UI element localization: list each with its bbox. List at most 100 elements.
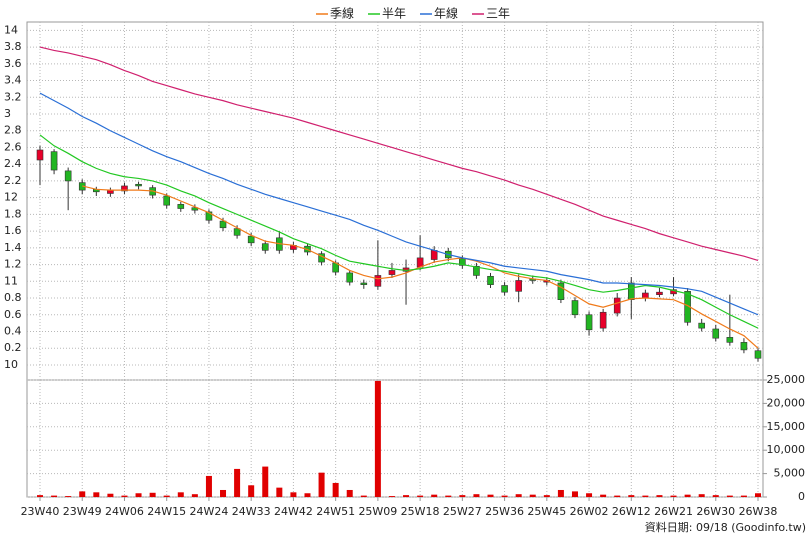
volume-bar <box>149 492 156 497</box>
volume-bar <box>37 495 43 497</box>
candle-body <box>135 183 142 187</box>
candle-body <box>205 211 213 221</box>
volume-bar <box>135 493 142 497</box>
candle-body <box>585 314 593 331</box>
volume-bar <box>614 495 621 497</box>
x-tick-label: 26W21 <box>654 505 693 518</box>
candle-body <box>698 322 705 329</box>
volume-bar <box>445 495 452 497</box>
x-tick-label: 26W30 <box>696 505 735 518</box>
volume-bar <box>220 489 227 497</box>
y-tick-label: 0.6 <box>4 308 22 321</box>
volume-bar <box>459 495 466 497</box>
volume-bar <box>642 495 649 497</box>
y-tick-label: 12 <box>4 191 18 204</box>
y-tick-label: 10 <box>4 358 18 371</box>
y-tick-label: 1.4 <box>4 241 22 254</box>
legend-label: 三年 <box>486 7 510 21</box>
volume-tick-label: 25,000 <box>767 373 806 386</box>
candle-body <box>177 204 185 209</box>
candle-body <box>346 272 354 283</box>
legend-label: 半年 <box>382 7 406 21</box>
volume-bar <box>276 487 283 497</box>
volume-bar <box>234 468 241 497</box>
volume-bar <box>248 485 255 497</box>
candle-body <box>557 282 565 301</box>
volume-bar <box>332 482 339 497</box>
candle-body <box>36 149 44 161</box>
y-tick-label: 1.8 <box>4 207 22 220</box>
candle-body <box>388 270 396 275</box>
volume-bar <box>571 491 578 497</box>
y-tick-label: 1.2 <box>4 258 22 271</box>
candle-body <box>459 258 466 266</box>
y-tick-label: 3 <box>4 107 11 120</box>
candle-body <box>613 297 621 314</box>
x-tick-label: 26W12 <box>612 505 651 518</box>
volume-bar <box>586 493 593 497</box>
legend-label: 季線 <box>330 6 354 21</box>
x-tick-label: 24W42 <box>274 505 313 518</box>
volume-tick-label: 5,000 <box>774 467 806 480</box>
volume-bar <box>698 494 705 497</box>
candle-body <box>219 220 227 229</box>
y-tick-label: 3.2 <box>4 90 22 103</box>
candle-body <box>599 311 607 329</box>
volume-bar <box>205 475 212 497</box>
x-tick-label: 25W18 <box>401 505 440 518</box>
candle-body <box>191 207 199 211</box>
volume-tick-label: 10,000 <box>767 443 806 456</box>
volume-bar <box>487 494 494 497</box>
x-tick-label: 24W06 <box>105 505 144 518</box>
x-tick-label: 23W40 <box>21 505 60 518</box>
ma-line <box>39 46 759 261</box>
candle-body <box>712 328 720 339</box>
x-tick-label: 25W45 <box>527 505 566 518</box>
candle-body <box>501 285 508 293</box>
volume-bar <box>163 495 170 497</box>
volume-bar <box>417 495 424 497</box>
candle-body <box>233 228 241 236</box>
candle-body <box>515 280 522 292</box>
volume-bar <box>107 493 114 497</box>
volume-bar <box>755 493 761 497</box>
x-tick-label: 25W36 <box>485 505 524 518</box>
legend-label: 年線 <box>434 6 458 21</box>
candle-body <box>360 282 368 285</box>
candle-body <box>740 342 748 351</box>
volume-bar <box>121 495 128 497</box>
x-tick-label: 24W33 <box>232 505 271 518</box>
volume-bar <box>600 494 607 497</box>
candle-body <box>64 170 72 182</box>
x-tick-label: 23W49 <box>63 505 102 518</box>
y-tick-label: 14 <box>4 23 18 36</box>
volume-bar <box>431 494 438 497</box>
volume-tick-label: 15,000 <box>767 420 806 433</box>
candle-body <box>50 151 58 171</box>
y-tick-label: 1.6 <box>4 224 22 237</box>
volume-bar <box>529 494 536 497</box>
volume-bar <box>262 466 269 497</box>
candle-body <box>473 265 480 276</box>
x-tick-label: 24W51 <box>316 505 355 518</box>
volume-bar <box>656 495 663 497</box>
y-tick-label: 11 <box>4 274 18 287</box>
y-tick-label: 0.8 <box>4 291 22 304</box>
y-tick-label: 3.4 <box>4 74 22 87</box>
candle-body <box>642 292 649 299</box>
ma-line <box>39 134 759 329</box>
y-tick-label: 3.8 <box>4 40 22 53</box>
candle-body <box>627 282 635 301</box>
candle-body <box>163 195 171 206</box>
candle-body <box>487 275 494 285</box>
footnote: 資料日期: 09/18 (Goodinfo.tw) <box>645 520 806 534</box>
volume-bar <box>360 495 367 497</box>
volume-bar <box>515 494 522 497</box>
x-tick-label: 26W02 <box>570 505 609 518</box>
volume-bar <box>628 495 635 497</box>
volume-bar <box>740 495 747 497</box>
volume-bar <box>290 492 297 497</box>
candle-body <box>374 275 382 287</box>
volume-bar <box>51 495 58 497</box>
